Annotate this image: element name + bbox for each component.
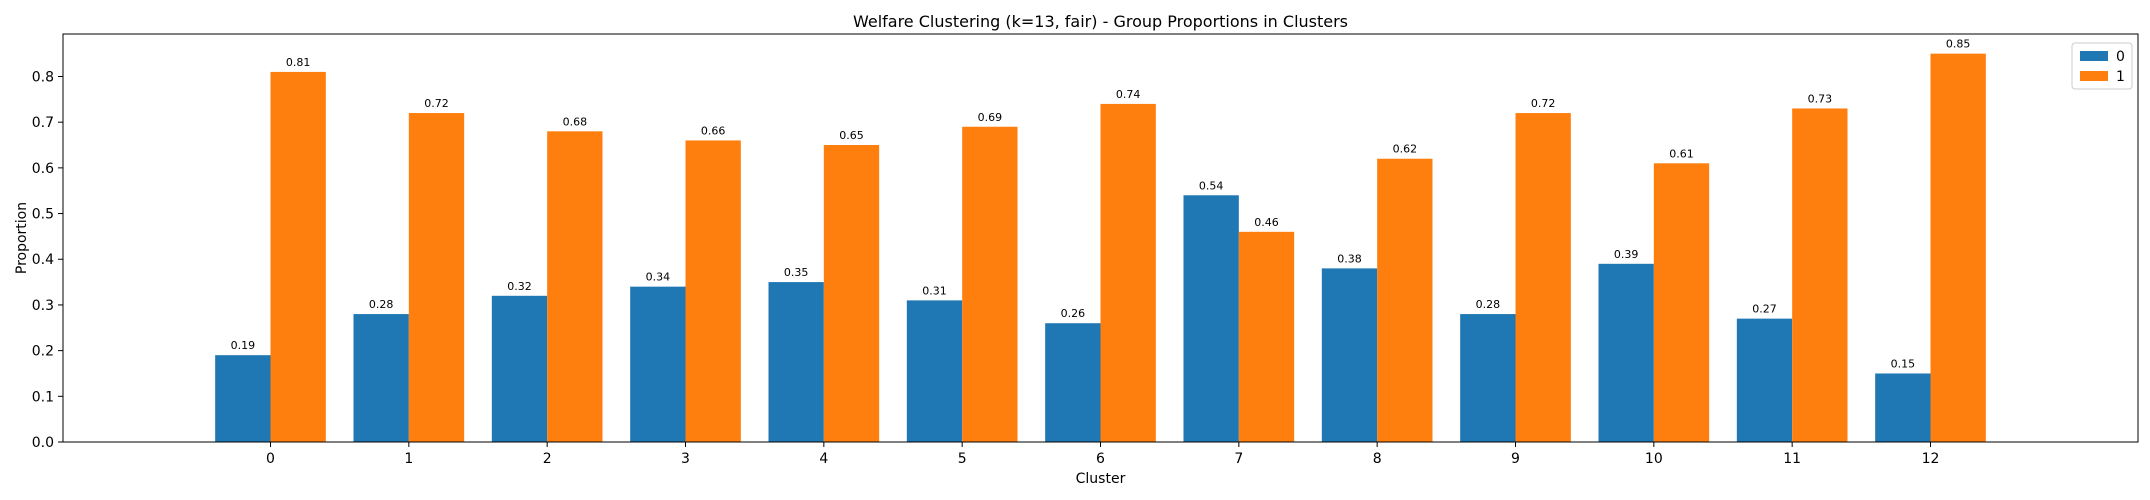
data-label: 0.32	[507, 280, 532, 293]
y-tick-label: 0.4	[32, 252, 54, 268]
bar-series-0-cluster-2	[491, 295, 548, 442]
bar-series-0-cluster-11	[1736, 318, 1793, 442]
x-tick-label: 4	[819, 451, 828, 467]
data-label: 0.15	[1891, 357, 1916, 370]
data-label: 0.66	[701, 124, 726, 137]
data-label: 0.54	[1199, 179, 1224, 192]
data-label: 0.28	[369, 298, 394, 311]
data-label: 0.27	[1752, 303, 1777, 316]
data-label: 0.61	[1669, 147, 1694, 160]
x-tick-label: 12	[1922, 451, 1940, 467]
x-tick-label: 7	[1234, 451, 1243, 467]
data-label: 0.46	[1254, 216, 1279, 229]
data-label: 0.65	[839, 129, 864, 142]
data-label: 0.73	[1808, 92, 1833, 105]
data-label: 0.72	[1531, 97, 1556, 110]
data-label: 0.72	[424, 97, 449, 110]
data-label: 0.31	[922, 284, 947, 297]
legend: 01	[2071, 42, 2133, 90]
bar-series-0-cluster-8	[1321, 268, 1378, 442]
bar-series-1-cluster-12	[1930, 53, 1986, 443]
bar-series-1-cluster-9	[1515, 113, 1571, 442]
data-label: 0.81	[286, 56, 311, 69]
x-tick-label: 11	[1783, 451, 1801, 467]
data-label: 0.85	[1946, 38, 1971, 51]
bar-series-1-cluster-8	[1377, 158, 1433, 443]
chart-title: Welfare Clustering (k=13, fair) - Group …	[853, 12, 1348, 31]
bar-series-0-cluster-12	[1875, 373, 1931, 442]
data-label: 0.26	[1061, 307, 1086, 320]
data-label: 0.68	[563, 115, 588, 128]
bar-series-0-cluster-9	[1460, 314, 1516, 442]
y-tick-label: 0.3	[32, 298, 54, 314]
legend-label-0: 0	[2116, 49, 2125, 65]
data-label: 0.34	[646, 271, 671, 284]
y-tick-label: 0.7	[32, 115, 54, 131]
bar-series-1-cluster-4	[823, 145, 880, 442]
bar-series-0-cluster-1	[353, 314, 409, 442]
legend-label-1: 1	[2116, 69, 2125, 85]
data-label: 0.69	[978, 111, 1003, 124]
bar-series-0-cluster-0	[215, 355, 271, 442]
y-axis: 0.0 0.1 0.2 0.3 0.4 0.5 0.6 0.7 0.8	[32, 69, 63, 451]
bar-series-1-cluster-5	[962, 126, 1018, 442]
bar-series-1-cluster-1	[408, 113, 465, 442]
bar-series-1-cluster-3	[685, 140, 741, 442]
bars-group	[215, 53, 1986, 443]
bar-series-0-cluster-3	[630, 286, 686, 442]
bar-series-0-cluster-7	[1183, 195, 1239, 442]
y-tick-label: 0.8	[32, 69, 54, 85]
data-label: 0.38	[1337, 252, 1362, 265]
x-tick-label: 0	[266, 451, 275, 467]
bar-series-0-cluster-4	[768, 282, 824, 442]
data-label: 0.35	[784, 266, 809, 279]
x-tick-label: 3	[681, 451, 690, 467]
y-tick-label: 0.1	[32, 389, 54, 405]
bar-series-0-cluster-5	[906, 300, 963, 442]
x-tick-label: 1	[404, 451, 413, 467]
x-tick-label: 5	[958, 451, 967, 467]
bar-series-1-cluster-7	[1238, 231, 1295, 442]
x-tick-label: 2	[543, 451, 552, 467]
legend-swatch-1	[2080, 71, 2108, 81]
x-tick-label: 9	[1511, 451, 1520, 467]
bar-series-1-cluster-6	[1100, 103, 1156, 443]
x-axis-label: Cluster	[1076, 471, 1126, 487]
x-tick-label: 10	[1645, 451, 1663, 467]
plot-frame	[62, 33, 2139, 443]
y-tick-label: 0.2	[32, 344, 54, 360]
x-tick-label: 8	[1373, 451, 1382, 467]
legend-swatch-0	[2080, 51, 2108, 61]
bar-series-1-cluster-2	[547, 131, 603, 442]
data-labels-group: 0.19 0.28 0.32 0.34 0.35 0.31 0.26 0.54 0.38 0.28…	[231, 38, 1971, 371]
data-label: 0.28	[1476, 298, 1501, 311]
data-label: 0.74	[1116, 88, 1141, 101]
y-tick-label: 0.6	[32, 161, 54, 177]
bar-series-1-cluster-11	[1792, 108, 1848, 442]
bar-series-1-cluster-10	[1653, 163, 1710, 443]
data-label: 0.39	[1614, 248, 1639, 261]
x-tick-label: 6	[1096, 451, 1105, 467]
bar-series-0-cluster-6	[1045, 323, 1101, 442]
y-tick-label: 0.5	[32, 207, 54, 223]
y-tick-label: 0.0	[32, 435, 54, 451]
x-axis: 0 1 2 3 4 5 6 7 8 9 10 11 12	[266, 442, 1939, 467]
data-label: 0.62	[1393, 143, 1418, 156]
bar-series-0-cluster-10	[1598, 263, 1654, 442]
y-axis-label: Proportion	[14, 202, 30, 274]
bar-series-1-cluster-0	[270, 71, 326, 443]
data-label: 0.19	[231, 339, 256, 352]
